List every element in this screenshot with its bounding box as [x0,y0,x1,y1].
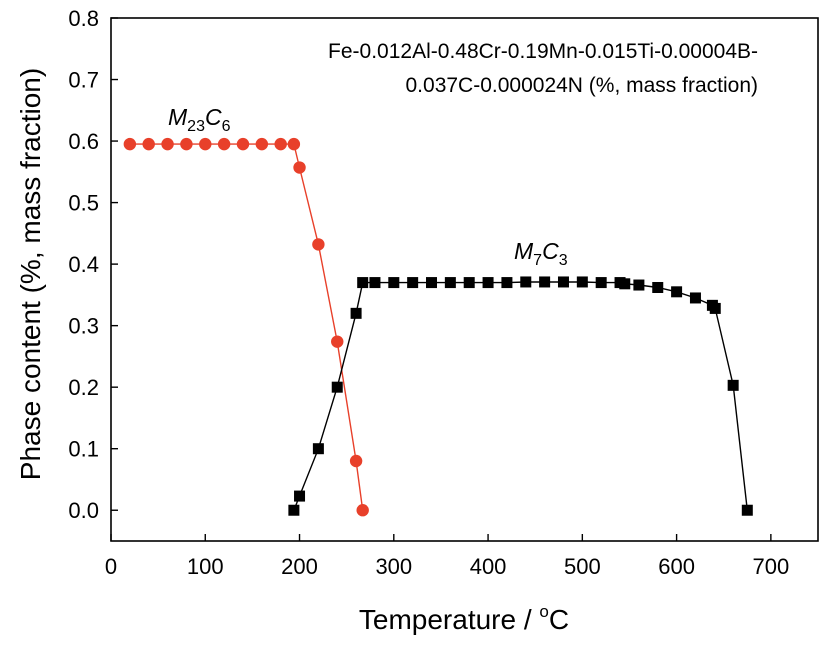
data-point-m23c6 [255,137,269,151]
x-tick-label: 600 [658,554,695,579]
data-point-m23c6 [217,137,231,151]
data-point-m7c3 [357,277,369,289]
x-tick-label: 300 [375,554,412,579]
series-line-m23c6 [129,143,364,511]
data-point-m23c6 [180,137,193,151]
data-point-m23c6 [274,137,287,151]
data-point-m23c6 [293,161,306,174]
series-label-m23c6: M23C6 [168,104,231,135]
data-point-m7c3 [709,302,721,314]
data-point-m7c3 [689,292,701,304]
data-point-m23c6 [161,137,174,151]
series-label-m7c3: M7C3 [514,238,568,269]
x-tick-label: 200 [281,554,318,579]
y-tick-label: 0.3 [68,314,99,339]
composition-annotation-line-2: 0.037C-0.000024N (%, mass fraction) [406,74,759,97]
data-point-m7c3 [576,276,588,288]
y-tick-label: 0.7 [68,68,99,93]
data-point-m23c6 [123,137,137,151]
composition-annotation-line-1: Fe-0.012Al-0.48Cr-0.19Mn-0.015Ti-0.00004… [328,40,758,63]
data-point-m7c3 [444,277,456,289]
data-point-m7c3 [312,443,324,455]
y-tick-label: 0.5 [68,191,99,216]
data-point-m7c3 [331,381,343,393]
x-tick-label: 100 [187,554,224,579]
data-point-m23c6 [312,238,325,251]
data-point-m7c3 [369,277,381,289]
data-point-m7c3 [501,277,513,289]
data-point-m7c3 [350,307,362,319]
y-tick-label: 0.1 [68,437,99,462]
data-point-m7c3 [595,277,607,289]
data-point-m7c3 [520,276,532,288]
x-tick-label: 0 [105,554,117,579]
data-point-m7c3 [652,281,664,293]
data-point-m7c3 [557,276,569,288]
y-tick-label: 0.4 [68,252,99,277]
data-point-m7c3 [407,277,419,289]
series-line-m7c3 [293,281,748,511]
data-point-m7c3 [741,504,753,516]
x-axis-title: Temperature / oC [359,602,569,635]
y-tick-label: 0.8 [68,6,99,31]
data-point-m7c3 [294,490,306,502]
y-tick-label: 0.2 [68,375,99,400]
data-point-m23c6 [356,504,369,517]
data-point-m23c6 [142,137,155,151]
x-tick-label: 500 [564,554,601,579]
data-point-m7c3 [288,504,300,516]
data-point-m7c3 [619,278,631,290]
y-tick-label: 0.6 [68,129,99,154]
plot-frame [110,17,819,542]
plot-area: 0 100 200 300 400 500 600 700 0.0 0.1 0.2 0.3 0.4 0.5… [68,6,819,579]
data-point-m23c6 [199,137,212,151]
data-point-m23c6 [331,335,344,348]
data-point-m7c3 [463,277,475,289]
y-axis-title: Phase content (%, mass fraction) [15,68,46,480]
data-point-m7c3 [633,279,645,291]
data-point-m23c6 [349,454,363,468]
data-point-m7c3 [482,277,494,289]
data-point-m23c6 [287,137,301,151]
x-tick-label: 400 [470,554,507,579]
data-point-m7c3 [426,277,438,289]
data-point-m7c3 [539,276,551,288]
data-point-m7c3 [671,286,683,298]
data-point-m7c3 [388,277,400,289]
data-point-m7c3 [727,379,739,391]
data-point-m23c6 [236,137,250,151]
y-tick-label: 0.0 [68,498,99,523]
x-tick-label: 700 [753,554,790,579]
